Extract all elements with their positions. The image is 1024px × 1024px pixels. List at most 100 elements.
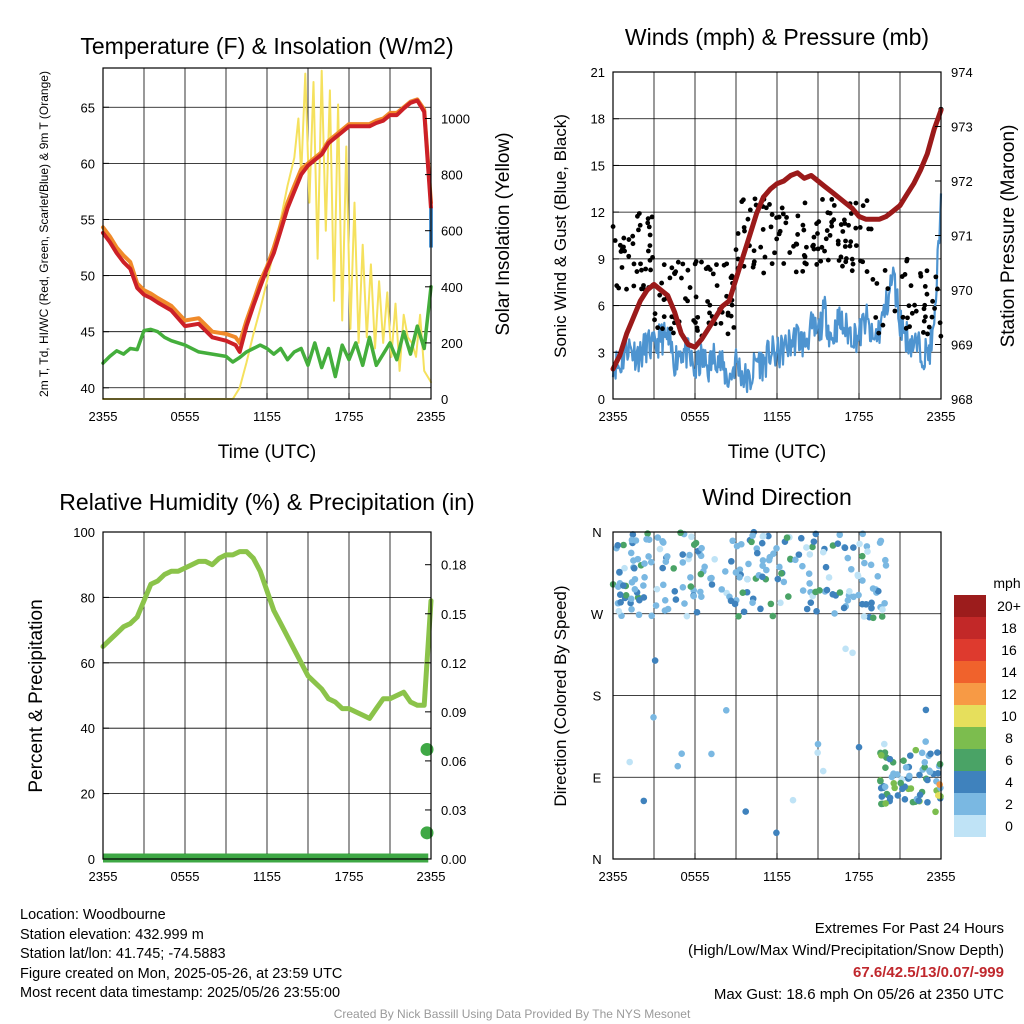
- gust-point: [824, 228, 830, 233]
- y-tick-label: 100: [73, 525, 95, 540]
- y-tick-label: 50: [81, 269, 95, 284]
- x-tick-label: 1155: [253, 869, 281, 884]
- direction-point: [721, 568, 729, 575]
- y-tick-label: 55: [81, 212, 95, 227]
- direction-point: [803, 544, 810, 551]
- direction-point: [924, 776, 931, 784]
- direction-panel: 2355 0555 1155 1755 2355 N W S E N Wind Direction D…: [551, 484, 1021, 884]
- direction-point: [690, 592, 698, 600]
- direction-point: [661, 596, 669, 604]
- direction-point: [856, 540, 863, 548]
- y-tick-label: 21: [591, 65, 605, 80]
- direction-point: [836, 589, 844, 596]
- direction-point: [916, 771, 923, 779]
- direction-point: [806, 551, 814, 558]
- temperature-panel: 2355 0555 1155 1755 2355 40 45 50 55 60 65 0 200 400 6…: [37, 33, 514, 463]
- direction-point: [881, 783, 889, 791]
- gust-point: [933, 274, 939, 280]
- gust-point: [937, 320, 943, 326]
- y-tick-label: S: [593, 689, 602, 704]
- y2-tick-label: 800: [441, 168, 463, 183]
- direction-point: [906, 752, 914, 759]
- y2-tick-label: 1000: [441, 111, 470, 126]
- direction-point: [842, 645, 849, 653]
- direction-point: [823, 586, 831, 594]
- direction-point: [882, 562, 890, 569]
- gust-point: [648, 267, 653, 273]
- legend-swatch: [954, 793, 986, 815]
- legend-swatch: [954, 771, 986, 793]
- gust-point: [930, 298, 935, 304]
- y-tick-label: 80: [81, 590, 95, 605]
- gust-point: [761, 270, 767, 276]
- direction-point: [645, 536, 653, 543]
- direction-point: [831, 610, 838, 617]
- direction-point: [769, 612, 777, 620]
- legend-label: 10: [1001, 708, 1017, 724]
- direction-point: [875, 587, 882, 595]
- gust-point: [924, 268, 930, 274]
- gust-point: [667, 275, 673, 281]
- direction-point: [722, 706, 730, 714]
- precip-marker: [420, 742, 434, 756]
- gust-point: [685, 298, 690, 304]
- gust-point: [661, 314, 667, 320]
- gust-point: [932, 305, 937, 311]
- direction-point: [878, 793, 886, 800]
- y-tick-label: 0: [88, 852, 95, 867]
- y2-tick-label: 971: [951, 229, 973, 244]
- direction-point: [616, 591, 624, 599]
- gust-point: [853, 243, 859, 248]
- gust-point: [733, 247, 739, 253]
- gust-point: [913, 308, 919, 314]
- direction-point: [879, 606, 886, 613]
- gust-point: [864, 198, 870, 204]
- direction-point: [773, 829, 780, 837]
- gust-point: [802, 260, 808, 266]
- gust-point: [735, 231, 741, 236]
- direction-point: [765, 532, 772, 540]
- direction-point: [674, 762, 682, 770]
- gust-point: [794, 241, 800, 247]
- gust-point: [693, 294, 699, 300]
- gust-point: [840, 263, 845, 269]
- direction-point: [867, 561, 875, 569]
- y-tick-label: 40: [81, 381, 95, 396]
- direction-point: [926, 768, 934, 776]
- direction-point: [850, 593, 857, 601]
- direction-point: [653, 585, 661, 593]
- x-tick-label: 1755: [335, 409, 364, 424]
- gust-point: [908, 283, 914, 289]
- direction-point: [760, 532, 767, 540]
- x-tick-label: 2355: [927, 869, 956, 884]
- y-tick-label: W: [591, 607, 604, 622]
- gust-point: [693, 320, 698, 325]
- direction-point: [659, 564, 666, 572]
- x-tick-label: 0555: [681, 869, 710, 884]
- gust-point: [802, 200, 808, 206]
- gust-point: [621, 235, 627, 241]
- x-tick-label: 0555: [171, 409, 200, 424]
- gust-point: [810, 243, 816, 249]
- y-tick-label: 18: [591, 112, 605, 127]
- gust-point: [860, 203, 866, 209]
- direction-point: [855, 743, 863, 751]
- direction-point: [620, 541, 627, 549]
- direction-point: [648, 612, 656, 620]
- direction-point: [868, 599, 875, 607]
- gust-point: [659, 280, 665, 286]
- direction-point: [882, 800, 889, 807]
- direction-point: [663, 553, 671, 560]
- y2-axis-label: Station Pressure (Maroon): [998, 125, 1019, 348]
- direction-point: [805, 570, 813, 577]
- gust-point: [769, 261, 775, 267]
- direction-point: [881, 599, 888, 607]
- x-tick-label: 1155: [763, 409, 791, 424]
- direction-point: [924, 798, 931, 806]
- direction-point: [894, 792, 902, 799]
- direction-point: [840, 604, 848, 612]
- gust-point: [849, 268, 855, 274]
- chart-title: Temperature (F) & Insolation (W/m2): [80, 33, 453, 59]
- direction-point: [886, 794, 894, 802]
- series-line: [101, 98, 433, 354]
